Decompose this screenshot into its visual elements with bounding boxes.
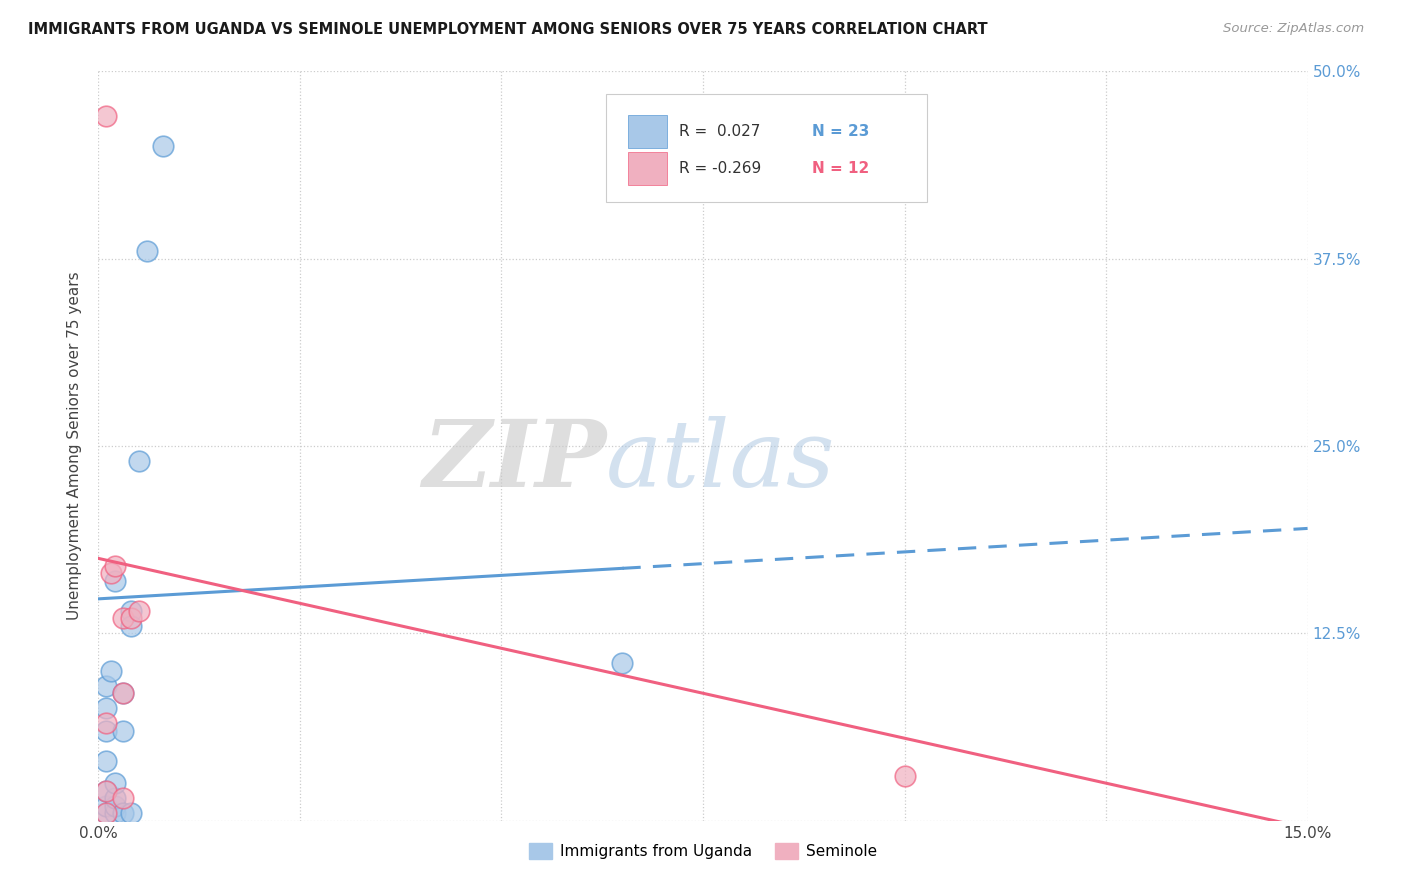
Point	[103, 798, 125, 813]
Point	[120, 604, 142, 618]
Text: N = 23: N = 23	[811, 124, 869, 139]
Point	[103, 806, 125, 821]
Point	[96, 798, 118, 813]
Point	[612, 657, 634, 671]
Point	[120, 619, 142, 633]
Point	[111, 686, 134, 700]
Point	[111, 611, 134, 625]
Text: atlas: atlas	[606, 416, 835, 506]
Text: Source: ZipAtlas.com: Source: ZipAtlas.com	[1223, 22, 1364, 36]
Point	[103, 574, 125, 588]
FancyBboxPatch shape	[628, 153, 666, 186]
Text: IMMIGRANTS FROM UGANDA VS SEMINOLE UNEMPLOYMENT AMONG SENIORS OVER 75 YEARS CORR: IMMIGRANTS FROM UGANDA VS SEMINOLE UNEMP…	[28, 22, 988, 37]
Point	[893, 769, 915, 783]
Legend: Immigrants from Uganda, Seminole: Immigrants from Uganda, Seminole	[523, 838, 883, 865]
Text: N = 12: N = 12	[811, 161, 869, 177]
Point	[96, 723, 118, 738]
Text: R = -0.269: R = -0.269	[679, 161, 761, 177]
Point	[96, 679, 118, 693]
Point	[100, 566, 122, 581]
Point	[120, 611, 142, 625]
FancyBboxPatch shape	[606, 94, 927, 202]
Point	[96, 806, 118, 821]
Point	[96, 716, 118, 731]
Point	[96, 783, 118, 797]
Point	[135, 244, 157, 259]
Point	[96, 806, 118, 821]
Point	[120, 806, 142, 821]
Point	[103, 558, 125, 573]
Point	[111, 723, 134, 738]
Point	[96, 783, 118, 797]
Y-axis label: Unemployment Among Seniors over 75 years: Unemployment Among Seniors over 75 years	[67, 272, 83, 620]
Text: ZIP: ZIP	[422, 416, 606, 506]
FancyBboxPatch shape	[628, 115, 666, 148]
Point	[96, 109, 118, 123]
Point	[111, 806, 134, 821]
Point	[103, 791, 125, 805]
Point	[152, 139, 174, 153]
Point	[128, 604, 150, 618]
Point	[100, 664, 122, 678]
Point	[111, 686, 134, 700]
Point	[111, 791, 134, 805]
Point	[128, 454, 150, 468]
Point	[103, 776, 125, 790]
Point	[96, 701, 118, 715]
Point	[96, 754, 118, 768]
Text: R =  0.027: R = 0.027	[679, 124, 761, 139]
